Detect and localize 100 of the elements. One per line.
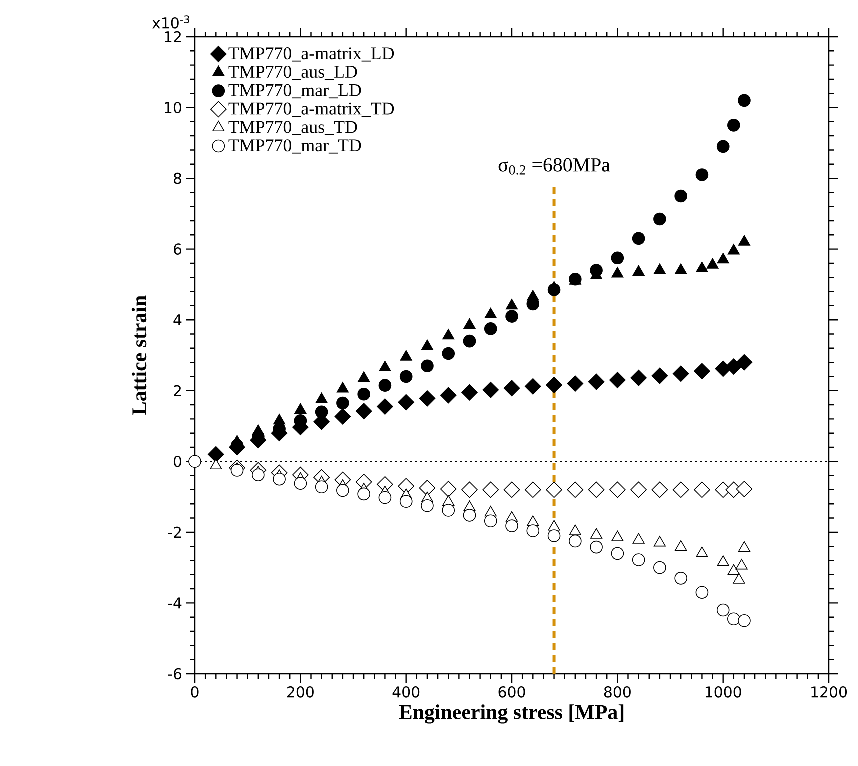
point: [463, 509, 476, 522]
legend-label: TMP770_a-matrix_TD: [228, 102, 394, 117]
point: [334, 408, 352, 425]
point: [440, 481, 457, 498]
x-tick-label: 200: [288, 686, 314, 698]
x-tick-label: 800: [604, 686, 631, 698]
point: [506, 299, 518, 310]
point: [336, 382, 349, 393]
point: [588, 374, 605, 390]
point: [610, 482, 626, 498]
point: [378, 491, 392, 504]
point: [230, 464, 244, 477]
point: [546, 482, 562, 498]
point: [728, 564, 740, 576]
point: [590, 264, 603, 277]
point: [336, 484, 350, 498]
point: [294, 477, 308, 490]
point: [526, 524, 540, 538]
point: [356, 403, 372, 420]
point: [548, 520, 560, 531]
point: [252, 468, 265, 482]
point: [569, 534, 582, 548]
point: [336, 396, 350, 410]
point: [506, 520, 518, 532]
point: [484, 514, 498, 528]
point: [398, 394, 415, 411]
ref-line-label: σ$_{0.2}$ =680MPa: [498, 158, 610, 175]
point: [400, 495, 413, 508]
point: [588, 482, 605, 498]
point: [696, 586, 709, 599]
point: [736, 354, 753, 371]
point: [484, 308, 497, 318]
y-tick-label: 8: [174, 172, 182, 184]
y-tick-label: 12: [165, 31, 181, 43]
point: [464, 318, 476, 330]
point: [590, 528, 603, 539]
point: [484, 322, 498, 336]
point: [654, 561, 666, 574]
point: [358, 388, 370, 401]
point: [462, 384, 478, 401]
point: [377, 398, 394, 415]
legend-label: TMP770_aus_LD: [228, 66, 358, 80]
point: [632, 533, 645, 544]
point: [421, 340, 434, 350]
legend-label: TMP770_aus_TD: [228, 121, 358, 136]
point: [706, 258, 719, 269]
point: [674, 572, 688, 585]
point: [567, 482, 584, 498]
point: [569, 524, 582, 536]
point: [738, 614, 751, 628]
text: x10$^{-3}$: [152, 16, 190, 29]
point: [675, 264, 688, 274]
point: [736, 559, 748, 570]
point: [696, 262, 708, 272]
point: [462, 482, 478, 498]
point: [524, 378, 542, 395]
y-tick-label: -6: [168, 668, 182, 680]
point: [654, 536, 666, 547]
point: [400, 350, 412, 361]
point: [440, 387, 457, 404]
point: [672, 482, 690, 498]
point: [610, 372, 626, 388]
point: [442, 329, 455, 340]
point: [654, 212, 666, 226]
point: [378, 379, 392, 392]
point: [188, 455, 202, 468]
point: [316, 392, 328, 404]
point: [632, 554, 646, 566]
point: [652, 482, 668, 498]
y-tick-label: 0: [174, 456, 182, 468]
point: [632, 265, 645, 276]
point: [632, 232, 646, 246]
point: [726, 358, 742, 375]
point: [612, 530, 624, 542]
point: [738, 541, 751, 552]
y-tick-label: 10: [165, 102, 182, 114]
point: [728, 244, 740, 255]
point: [504, 380, 520, 397]
point: [482, 382, 500, 398]
x-tick-label: 1000: [706, 686, 742, 698]
point: [630, 370, 647, 386]
point: [675, 540, 688, 551]
point: [315, 406, 328, 419]
point: [630, 482, 647, 498]
point: [504, 482, 520, 498]
point: [546, 377, 562, 394]
point: [294, 403, 307, 414]
point: [567, 376, 584, 392]
point: [548, 530, 561, 542]
point: [421, 360, 434, 372]
x-tick-label: 1200: [812, 686, 848, 698]
point: [548, 284, 561, 296]
point: [379, 360, 392, 372]
point: [738, 235, 751, 246]
point: [716, 140, 730, 154]
y-axis-title: Lattice strain: [132, 296, 147, 416]
point: [611, 252, 624, 265]
point: [738, 94, 751, 108]
point: [463, 334, 476, 348]
point: [400, 370, 413, 384]
